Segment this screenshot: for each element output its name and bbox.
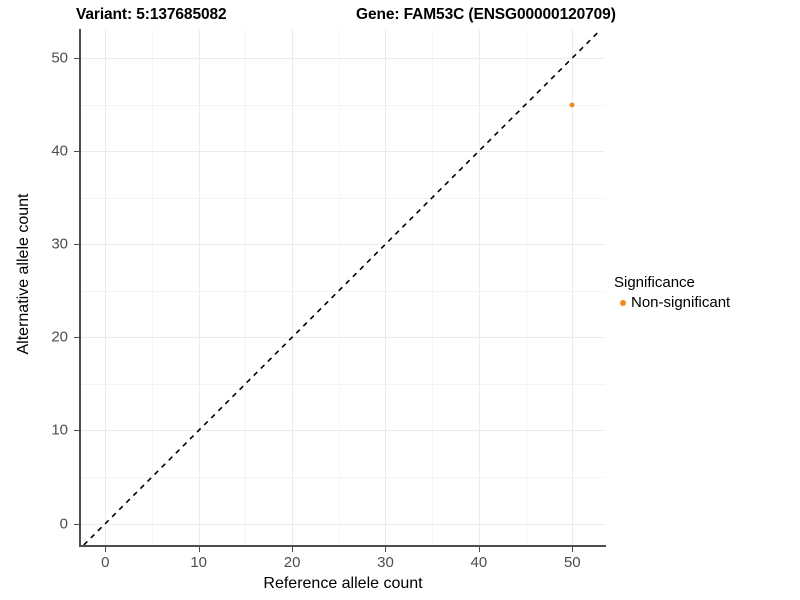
x-axis-tick-label: 40: [470, 554, 488, 571]
y-axis-tick-mark: [74, 523, 79, 525]
legend-item[interactable]: Non-significant: [614, 293, 730, 312]
gridline-major-vertical: [478, 30, 480, 545]
identity-reference-line: [83, 29, 601, 546]
chart-title-row: Variant: 5:137685082 Gene: FAM53C (ENSG0…: [0, 3, 800, 27]
gridline-minor-horizontal: [81, 104, 605, 106]
gridline-major-vertical: [292, 30, 294, 545]
gridline-major-horizontal: [81, 244, 605, 246]
y-axis-tick-label: 10: [51, 421, 68, 439]
legend-dot-icon: [619, 299, 626, 306]
gridline-major-horizontal: [81, 430, 605, 432]
y-axis-tick-label: 0: [59, 515, 68, 533]
gridline-minor-vertical: [525, 30, 527, 545]
gridline-major-vertical: [105, 30, 107, 545]
legend-key: [614, 299, 631, 306]
y-axis-title: Alternative allele count: [15, 193, 32, 355]
y-axis-tick-label: 30: [51, 235, 68, 253]
x-axis-tick-mark: [572, 547, 574, 552]
variant-title: Variant: 5:137685082: [76, 6, 227, 23]
legend-items: Non-significant: [614, 293, 730, 312]
gridline-major-vertical: [198, 30, 200, 545]
x-axis-tick-mark: [292, 547, 294, 552]
gridline-minor-vertical: [151, 30, 153, 545]
x-axis-tick-mark: [198, 547, 200, 552]
gridline-major-horizontal: [81, 523, 605, 525]
x-axis-tick-label: 30: [377, 554, 394, 571]
gridline-major-horizontal: [81, 337, 605, 339]
x-axis-line: [79, 545, 606, 547]
gridline-minor-vertical: [338, 30, 340, 545]
x-axis-tick-mark: [478, 547, 480, 552]
x-axis-tick-label: 50: [563, 554, 581, 571]
gridline-minor-horizontal: [81, 290, 605, 292]
data-point[interactable]: [569, 102, 575, 107]
y-axis-tick-mark: [74, 57, 79, 59]
gridline-major-horizontal: [81, 151, 605, 153]
y-axis-tick-mark: [74, 151, 79, 153]
y-axis-tick-label: 50: [51, 49, 68, 67]
gridline-minor-horizontal: [81, 383, 605, 385]
x-axis-title: Reference allele count: [263, 575, 423, 592]
x-axis-tick-mark: [385, 547, 387, 552]
plot-panel: [81, 29, 605, 546]
x-axis-tick-label: 20: [283, 554, 301, 571]
gridline-major-vertical: [385, 30, 387, 545]
gridline-minor-horizontal: [81, 197, 605, 199]
gridline-major-vertical: [572, 30, 574, 545]
gridline-minor-horizontal: [81, 477, 605, 479]
gridline-minor-vertical: [432, 30, 434, 545]
y-axis-line: [79, 29, 81, 546]
y-axis-tick-mark: [74, 337, 79, 339]
legend: Significance Non-significant: [614, 274, 730, 312]
x-axis-tick-label: 10: [190, 554, 208, 571]
gridline-major-horizontal: [81, 57, 605, 59]
gridline-minor-vertical: [245, 30, 247, 545]
y-axis-tick-mark: [74, 430, 79, 432]
legend-title: Significance: [614, 274, 695, 291]
x-axis-tick-mark: [105, 547, 107, 552]
y-axis-tick-label: 20: [51, 328, 68, 346]
y-axis-tick-mark: [74, 244, 79, 246]
legend-item-label: Non-significant: [631, 294, 731, 311]
y-axis-tick-label: 40: [51, 142, 68, 160]
x-axis-tick-label: 0: [101, 554, 110, 571]
gene-title: Gene: FAM53C (ENSG00000120709): [356, 6, 616, 23]
